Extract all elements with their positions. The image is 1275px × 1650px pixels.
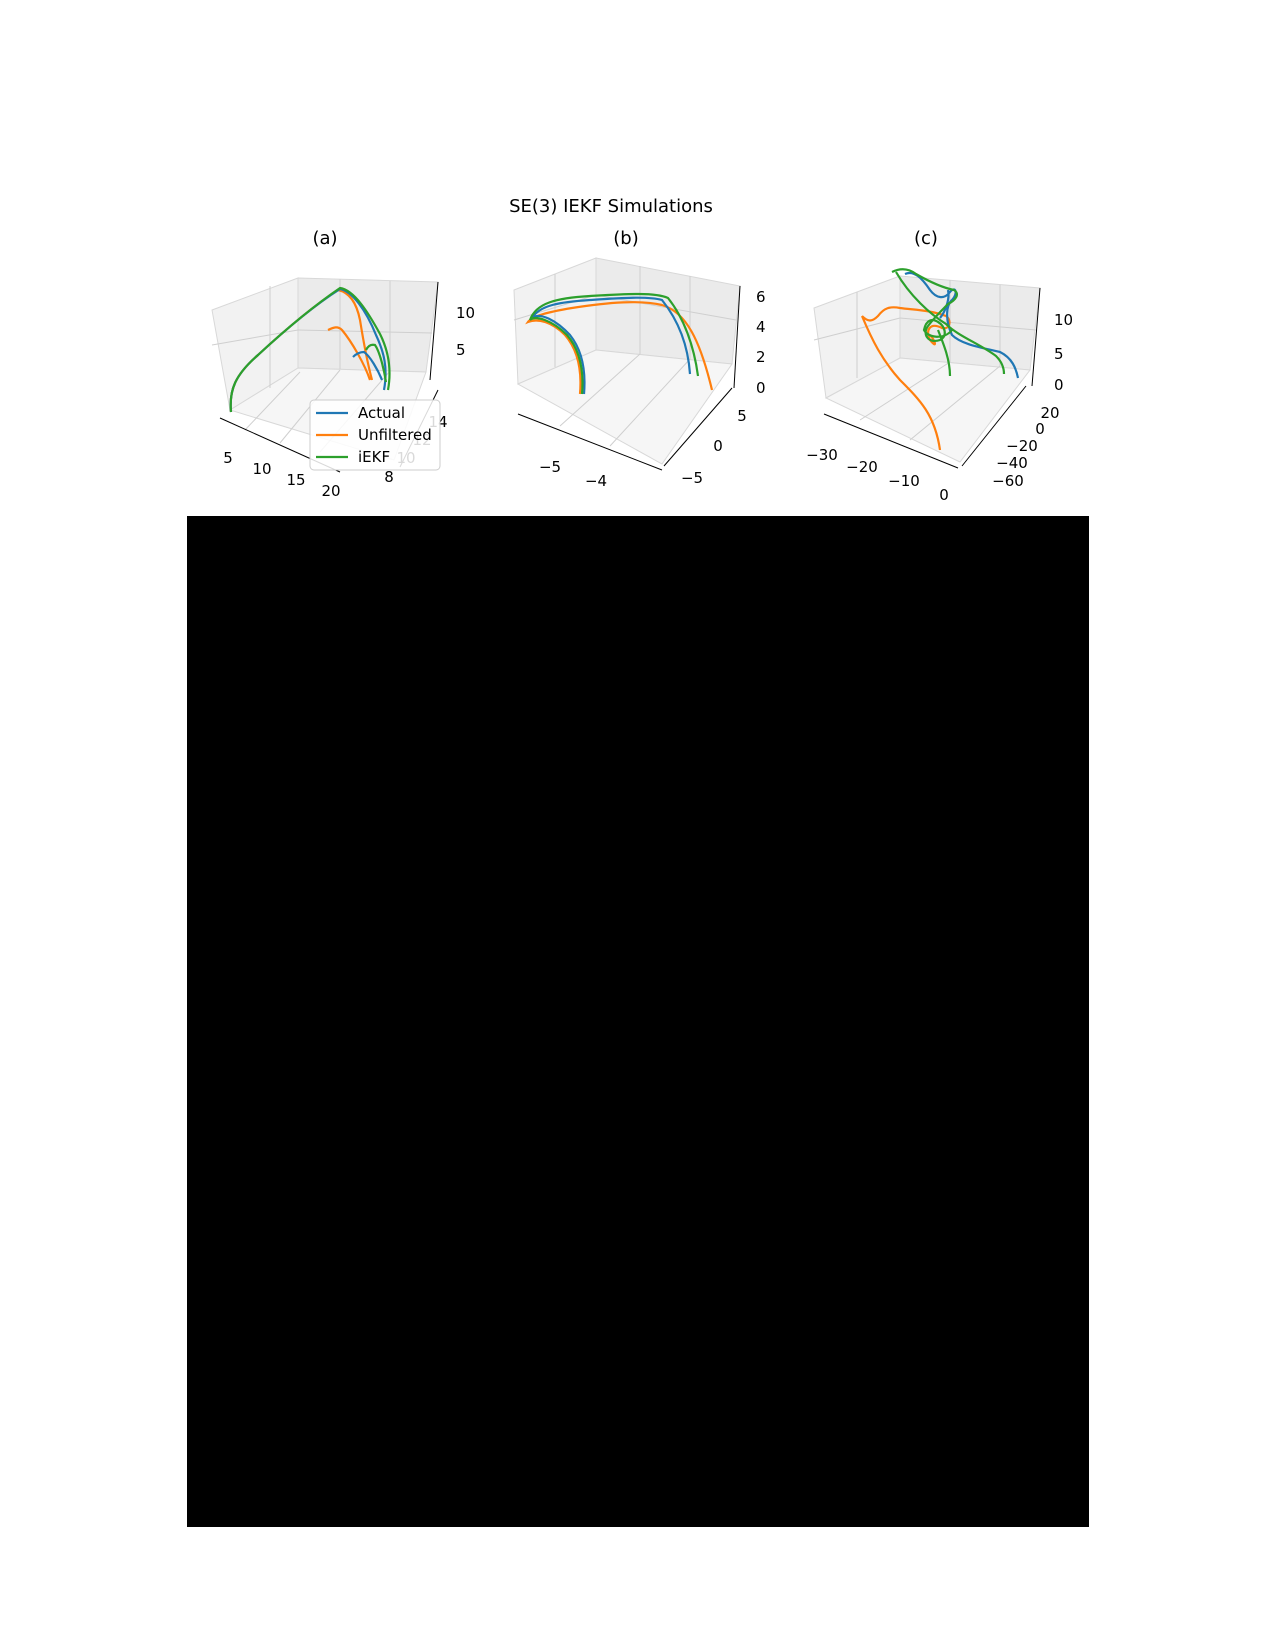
- panel-a-series-layer: [229, 286, 391, 413]
- panel-a-series-iekf: [229, 286, 391, 413]
- panel-b-z-tick-0: 0: [756, 379, 766, 397]
- panel-c-x-tick-0: −30: [806, 446, 838, 464]
- panel-a-legend-label-iekf: iEKF: [358, 448, 390, 466]
- panel-a-z-tick-0: 5: [456, 341, 466, 359]
- panel-c-z-axis: [1031, 287, 1041, 387]
- panel-b-series-actual: [531, 296, 692, 395]
- panel-b: (b) −5 −4 −5 0 5 0 2 4 6: [513, 228, 766, 490]
- panel-b-x-tick-0: −5: [539, 458, 561, 476]
- panel-a-x-tick-1: 10: [252, 460, 271, 478]
- panel-c-x-tick-2: −10: [888, 472, 920, 490]
- panel-a-pane-back: [297, 277, 439, 373]
- panel-b-z-tick-2: 4: [756, 318, 766, 336]
- panel-a-x-tick-0: 5: [223, 449, 233, 467]
- panel-b-pane-back: [595, 257, 741, 365]
- panel-c: (c) −30 −20 −10 0 −60 −40 −20 0 20 0 5 1…: [806, 228, 1073, 504]
- panel-c-y-tick-4: 20: [1040, 404, 1059, 422]
- panel-b-y-tick-0: −5: [681, 469, 703, 487]
- panel-a-legend-frame: [309, 399, 441, 471]
- panel-c-title: (c): [914, 228, 938, 249]
- panel-b-z-axis: [733, 285, 741, 389]
- panel-c-x-tick-1: −20: [846, 458, 878, 476]
- panel-c-y-tick-3: 0: [1035, 420, 1045, 438]
- panel-c-y-tick-2: −20: [1006, 437, 1038, 455]
- panel-c-z-tick-2: 10: [1054, 311, 1073, 329]
- panel-c-pane-back: [899, 275, 1041, 371]
- panel-c-y-tick-1: −40: [996, 454, 1028, 472]
- panel-c-y-axis: [961, 385, 1027, 467]
- panel-c-x-axis: [823, 413, 959, 469]
- panel-c-series-iekf: [891, 268, 1006, 377]
- panel-b-x-tick-1: −4: [585, 472, 607, 490]
- panel-b-series-iekf: [528, 292, 700, 395]
- panel-a-legend-label-unfiltered: Unfiltered: [358, 426, 432, 444]
- panel-a-y-tick-0: 8: [384, 468, 394, 486]
- panel-b-pane-floor: [516, 349, 733, 465]
- panel-b-y-axis: [663, 387, 733, 467]
- panel-a-z-tick-1: 10: [456, 304, 475, 322]
- panel-b-z-tick-1: 2: [756, 348, 766, 366]
- panel-b-y-tick-2: 5: [737, 407, 747, 425]
- panel-b-z-tick-3: 6: [756, 288, 766, 306]
- panel-a-z-axis: [429, 281, 439, 381]
- panel-c-z-tick-0: 0: [1054, 376, 1064, 394]
- figure-title: SE(3) IEKF Simulations: [509, 196, 713, 217]
- panel-a-legend-label-actual: Actual: [358, 404, 405, 422]
- panel-c-z-tick-1: 5: [1054, 345, 1064, 363]
- panel-c-y-tick-0: −60: [992, 472, 1024, 490]
- panel-a: (a) 5 10 15 20 8 10 12 14 5 10 Actual: [211, 228, 475, 500]
- panel-b-series-layer: [525, 292, 714, 395]
- panel-c-pane-floor: [824, 357, 1031, 463]
- black-placeholder-block: [187, 516, 1089, 1527]
- panel-c-series-layer: [860, 268, 1020, 451]
- panel-a-x-tick-2: 15: [286, 471, 305, 489]
- panel-b-y-tick-1: 0: [713, 437, 723, 455]
- panel-a-title: (a): [312, 228, 337, 249]
- panel-c-x-tick-3: 0: [939, 486, 949, 504]
- panel-a-legend: Actual Unfiltered iEKF: [309, 399, 441, 471]
- panel-b-x-axis: [517, 413, 663, 471]
- panel-a-x-tick-3: 20: [321, 482, 340, 500]
- panel-b-title: (b): [613, 228, 638, 249]
